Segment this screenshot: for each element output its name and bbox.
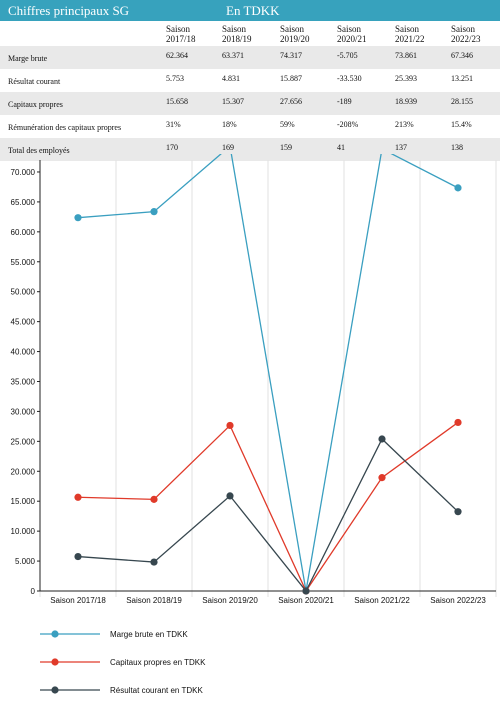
y-tick-label: 60.000: [11, 228, 36, 237]
x-tick-label: Saison 2022/23: [430, 596, 486, 605]
data-point: [74, 493, 82, 501]
data-point: [378, 474, 386, 482]
table-row: Marge brute 62.364 63.371 74.317 -5.705 73.86…: [0, 46, 500, 69]
data-point: [378, 435, 386, 443]
y-tick-label: 40.000: [11, 348, 36, 357]
table-cell: 74.317: [280, 51, 302, 60]
table-cell: 15.887: [280, 74, 302, 83]
table-cell: 41: [337, 143, 345, 152]
y-tick-label: 15.000: [11, 497, 36, 506]
data-point: [454, 418, 462, 427]
data-point: [454, 508, 462, 516]
y-tick-label: 55.000: [11, 258, 36, 267]
data-point: [302, 587, 310, 595]
series-line: [77, 437, 459, 593]
table-cell: 18.939: [395, 97, 417, 106]
y-tick-label: 0: [31, 587, 36, 596]
table-cell: 59%: [280, 120, 295, 129]
table-cell: -33.530: [337, 74, 362, 83]
table-row: Rémunération des capitaux propres 31% 18% 5…: [0, 115, 500, 138]
table-cell: 15.307: [222, 97, 244, 106]
table-cell: 67.346: [451, 51, 473, 60]
y-tick-label: 35.000: [11, 377, 36, 386]
table-cell: 18%: [222, 120, 237, 129]
data-point: [74, 552, 82, 561]
y-tick-label: 45.000: [11, 318, 36, 327]
table-cell: 62.364: [166, 51, 188, 60]
table-cell: 25.393: [395, 74, 417, 83]
column-header: Saison 2021/22: [395, 24, 425, 44]
column-header: Saison 2018/19: [222, 24, 252, 44]
data-point: [150, 495, 158, 503]
page-title: Chiffres principaux SG: [8, 3, 130, 18]
table-cell: 4.831: [222, 74, 240, 83]
y-tick-label: 20.000: [11, 467, 36, 476]
y-tick-label: 50.000: [11, 288, 36, 297]
y-tick-label: 25.000: [11, 437, 36, 446]
table-cell: 15.4%: [451, 120, 472, 129]
series-line: [77, 144, 459, 592]
legend-label: Capitaux propres en TDKK: [110, 658, 206, 667]
column-header: Saison 2020/21: [337, 24, 367, 44]
table-cell: 28.155: [451, 97, 473, 106]
series-line: [77, 421, 459, 593]
table-row: Résultat courant 5.753 4.831 15.887 -33.530 2…: [0, 69, 500, 92]
data-point: [454, 184, 462, 192]
column-header: Saison 2019/20: [280, 24, 310, 44]
table-cell: 138: [451, 143, 463, 152]
data-point: [226, 421, 234, 430]
column-header: Saison 2022/23: [451, 24, 481, 44]
legend-marker: [51, 658, 59, 666]
key-figures-table: Saison 2017/18 Saison 2018/19 Saison 2019/20 S…: [0, 21, 500, 161]
x-tick-label: Saison 2020/21: [278, 596, 334, 605]
table-cell: -189: [337, 97, 352, 106]
table-cell: 13.251: [451, 74, 473, 83]
row-label: Résultat courant: [8, 77, 61, 86]
table-cell: 73.861: [395, 51, 417, 60]
chart-svg: 0 5.000 10.000 15.000 20.000 25.000 30.000 35.0…: [11, 142, 497, 695]
x-tick-label: Saison 2017/18: [50, 596, 106, 605]
table-cell: 159: [280, 143, 292, 152]
y-tick-label: 30.000: [11, 407, 36, 416]
row-label: Marge brute: [8, 54, 48, 63]
data-point: [150, 558, 158, 566]
table-cell: -5.705: [337, 51, 358, 60]
data-point: [226, 492, 234, 500]
y-tick-label: 10.000: [11, 527, 36, 536]
unit-label: En TDKK: [226, 3, 280, 18]
table-cell: 169: [222, 143, 234, 152]
line-chart: 0 5.000 10.000 15.000 20.000 25.000 30.000 35.0…: [0, 142, 500, 700]
table-row: Total des employés 170 169 159 41 137 138: [0, 138, 500, 161]
table-cell: 63.371: [222, 51, 244, 60]
x-tick-label: Saison 2018/19: [126, 596, 182, 605]
row-label: Capitaux propres: [8, 100, 63, 109]
data-point: [74, 214, 82, 222]
table-cell: 31%: [166, 120, 181, 129]
column-header: Saison 2017/18: [166, 24, 196, 44]
legend-label: Marge brute en TDKK: [110, 630, 188, 639]
y-tick-label: 5.000: [15, 557, 36, 566]
table-cell: 170: [166, 143, 178, 152]
table-cell: 213%: [395, 120, 414, 129]
table-cell: 15.658: [166, 97, 188, 106]
data-point: [150, 208, 158, 216]
table-cell: -208%: [337, 120, 359, 129]
table-cell: 137: [395, 143, 407, 152]
table-header-row: Saison 2017/18 Saison 2018/19 Saison 2019/20 S…: [0, 21, 500, 46]
title-bar: Chiffres principaux SG En TDKK: [0, 0, 500, 21]
row-label: Total des employés: [8, 146, 70, 155]
y-tick-label: 70.000: [11, 168, 36, 177]
x-tick-label: Saison 2021/22: [354, 596, 410, 605]
legend-label: Résultat courant en TDKK: [110, 686, 203, 695]
legend-marker: [51, 686, 59, 694]
table-cell: 5.753: [166, 74, 184, 83]
y-tick-label: 65.000: [11, 198, 36, 207]
x-tick-label: Saison 2019/20: [202, 596, 258, 605]
table-cell: 27.656: [280, 97, 302, 106]
table-row: Capitaux propres 15.658 15.307 27.656 -189 18…: [0, 92, 500, 115]
legend-marker: [51, 630, 59, 638]
row-label: Rémunération des capitaux propres: [8, 123, 122, 132]
